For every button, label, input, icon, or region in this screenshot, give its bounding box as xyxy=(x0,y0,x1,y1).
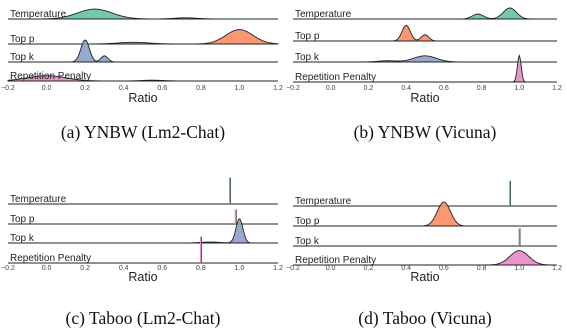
density-top-k xyxy=(8,218,278,244)
x-tick-label: 1.2 xyxy=(273,85,283,92)
x-tick-label: 0.0 xyxy=(42,265,52,272)
panel-2: Temperature Top p Top k Repetition Penalty −… xyxy=(286,7,562,142)
row-label-repetition-penalty: Repetition Penalty xyxy=(295,72,376,83)
ridge-top-k: Top k xyxy=(8,218,278,244)
density-temperature xyxy=(8,8,278,20)
x-tick-label: 1.0 xyxy=(514,265,524,272)
x-tick-label: −0.2 xyxy=(1,265,15,272)
panel-caption: (d) Taboo (Vicuna) xyxy=(358,308,492,328)
density-temperature xyxy=(293,7,557,20)
x-tick-label: 0.6 xyxy=(157,265,167,272)
x-tick-label: 1.2 xyxy=(552,265,562,272)
ridge-top-p: Top p xyxy=(293,24,557,42)
density-repetition-penalty xyxy=(7,75,278,82)
ridge-top-k: Top k xyxy=(8,39,278,63)
x-tick-label: 0.8 xyxy=(196,85,206,92)
x-axis-label: Ratio xyxy=(410,91,439,105)
row-label-temperature: Temperature xyxy=(295,9,352,20)
row-label-repetition-penalty: Repetition Penalty xyxy=(10,253,91,264)
row-label-top-k: Top k xyxy=(295,52,320,63)
density-top-p xyxy=(293,24,557,42)
density-top-k xyxy=(8,39,278,63)
density-top-k xyxy=(293,55,557,63)
x-axis-label: Ratio xyxy=(410,270,439,284)
x-tick-label: 1.2 xyxy=(273,265,283,272)
x-tick-label: −0.2 xyxy=(286,265,300,272)
panel-caption: (a) YNBW (Lm2-Chat) xyxy=(61,122,225,142)
row-label-top-p: Top p xyxy=(10,34,35,45)
ridge-temperature: Temperature xyxy=(293,7,557,20)
x-tick-label: 0.6 xyxy=(157,85,167,92)
x-tick-label: 0.8 xyxy=(477,265,487,272)
row-label-repetition-penalty: Repetition Penalty xyxy=(295,255,376,266)
row-label-top-p: Top p xyxy=(10,214,35,225)
x-tick-label: 0.2 xyxy=(80,85,90,92)
x-tick-label: 1.0 xyxy=(514,85,524,92)
density-repetition-penalty xyxy=(293,54,557,83)
panel-4: Temperature Top p Top k Repetition Penalty−… xyxy=(286,180,562,328)
x-tick-label: 0.2 xyxy=(80,265,90,272)
row-label-repetition-penalty: Repetition Penalty xyxy=(10,71,91,82)
x-tick-label: 0.0 xyxy=(326,265,336,272)
x-tick-label: 1.2 xyxy=(552,85,562,92)
row-label-top-p: Top p xyxy=(295,216,320,227)
panel-caption: (c) Taboo (Lm2-Chat) xyxy=(66,308,221,328)
row-label-top-k: Top k xyxy=(10,52,35,63)
ridge-top-k: Top k xyxy=(293,52,557,63)
row-label-temperature: Temperature xyxy=(10,9,67,20)
panel-3: Temperature Top p Top k Repetition Penalty−… xyxy=(1,177,283,328)
row-label-temperature: Temperature xyxy=(295,196,352,207)
x-tick-label: 0.8 xyxy=(196,265,206,272)
density-repetition-penalty xyxy=(293,250,558,266)
x-tick-label: 0.4 xyxy=(401,265,411,272)
x-tick-label: 0.2 xyxy=(364,85,374,92)
x-tick-label: 0.4 xyxy=(119,265,129,272)
x-tick-label: 0.8 xyxy=(477,85,487,92)
x-tick-label: 0.0 xyxy=(42,85,52,92)
x-tick-label: 1.0 xyxy=(235,265,245,272)
density-top-p xyxy=(293,201,557,227)
x-tick-label: 0.4 xyxy=(119,85,129,92)
row-label-temperature: Temperature xyxy=(10,194,67,205)
x-axis-label: Ratio xyxy=(128,91,157,105)
ridge-top-p: Top p xyxy=(8,29,279,45)
ridge-repetition-penalty: Repetition Penalty xyxy=(293,250,558,266)
x-tick-label: 0.6 xyxy=(439,85,449,92)
panel-caption: (b) YNBW (Vicuna) xyxy=(354,122,497,142)
row-label-top-k: Top k xyxy=(295,236,320,247)
ridge-repetition-penalty: Repetition Penalty xyxy=(8,236,278,264)
ridge-temperature: Temperature xyxy=(8,177,278,205)
x-tick-label: 0.4 xyxy=(401,85,411,92)
ridge-top-p: Top p xyxy=(293,201,557,227)
ridge-top-k: Top k xyxy=(293,228,557,247)
ridge-repetition-penalty: Repetition Penalty xyxy=(7,71,278,82)
x-tick-label: 0.2 xyxy=(364,265,374,272)
ridge-temperature: Temperature xyxy=(293,180,557,207)
x-tick-label: 0.6 xyxy=(439,265,449,272)
ridge-top-p: Top p xyxy=(8,209,278,225)
row-label-top-p: Top p xyxy=(295,31,320,42)
x-tick-label: 1.0 xyxy=(235,85,245,92)
x-tick-label: −0.2 xyxy=(1,85,15,92)
panel-1: Temperature Top p Top k Repetition Penalty −… xyxy=(1,8,283,142)
ridge-repetition-penalty: Repetition Penalty xyxy=(293,54,557,83)
x-tick-label: 0.0 xyxy=(326,85,336,92)
density-top-p xyxy=(8,29,279,45)
x-tick-label: −0.2 xyxy=(286,85,300,92)
ridge-temperature: Temperature xyxy=(8,8,278,20)
row-label-top-k: Top k xyxy=(10,233,35,244)
x-axis-label: Ratio xyxy=(128,270,157,284)
